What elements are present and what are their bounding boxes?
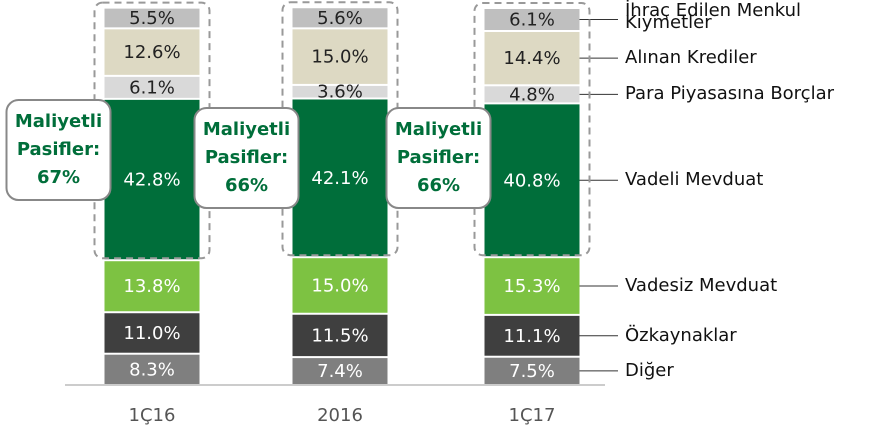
value-label: 6.1% — [509, 9, 555, 30]
value-label: 15.3% — [503, 276, 560, 297]
legend-label: Alınan Krediler — [625, 47, 757, 69]
bar-segment — [484, 315, 580, 356]
x-tick-label: 1Ç17 — [509, 405, 556, 426]
value-label: 14.4% — [503, 48, 560, 69]
callout-text: Pasifler: — [17, 139, 100, 160]
legend-label: Para Piyasasına Borçlar — [625, 83, 835, 105]
bar-segment — [292, 99, 388, 257]
legend-label: Özkaynaklar — [625, 324, 737, 346]
legend-label: Vadesiz Mevduat — [625, 275, 778, 297]
value-label: 3.6% — [317, 82, 363, 103]
callout-text: Maliyetli — [203, 119, 290, 140]
bar-segment — [292, 358, 388, 384]
bar-segment — [484, 86, 580, 103]
value-label: 42.8% — [123, 170, 180, 191]
legend-label: Diğer — [625, 359, 674, 381]
legend-label: Vadeli Mevduat — [625, 169, 764, 191]
callout-text: Pasifler: — [205, 147, 288, 168]
callout-text: Maliyetli — [395, 119, 482, 140]
value-label: 8.3% — [129, 359, 175, 380]
value-label: 40.8% — [503, 170, 560, 191]
bar-segment — [104, 261, 200, 312]
bar-segment — [104, 76, 200, 98]
callout-value: 67% — [37, 167, 80, 188]
callout-box — [5, 99, 112, 201]
value-label: 11.5% — [311, 325, 368, 346]
bar-segment — [484, 258, 580, 314]
callout-text: Maliyetli — [15, 111, 102, 132]
value-label: 7.4% — [317, 361, 363, 382]
x-tick-label: 2016 — [317, 405, 363, 426]
bar-segment — [484, 357, 580, 384]
value-label: 6.1% — [129, 77, 175, 98]
value-label: 11.0% — [123, 323, 180, 344]
value-label: 12.6% — [123, 42, 180, 63]
value-label: 5.6% — [317, 8, 363, 29]
bar-segment — [484, 31, 580, 85]
bar-segment — [104, 354, 200, 384]
bar-segment — [292, 8, 388, 28]
callout-value: 66% — [417, 175, 460, 196]
value-label: 15.0% — [311, 275, 368, 296]
value-label: 15.0% — [311, 47, 368, 68]
callout-text: Pasifler: — [397, 147, 480, 168]
bar-segment — [292, 29, 388, 84]
value-label: 11.1% — [503, 326, 560, 347]
bar-segment — [292, 314, 388, 357]
x-tick-label: 1Ç16 — [129, 405, 176, 426]
value-label: 13.8% — [123, 276, 180, 297]
callout-value: 66% — [225, 175, 268, 196]
value-label: 42.1% — [311, 168, 368, 189]
bar-segment — [484, 104, 580, 257]
value-label: 4.8% — [509, 84, 555, 105]
callout-box — [193, 107, 300, 209]
legend-label: İhraç Edilen Menkul Kıymetler — [625, 0, 802, 34]
bar-segment — [292, 85, 388, 98]
bar-segment — [104, 29, 200, 75]
bar-segment — [104, 99, 200, 260]
bar-segment — [104, 313, 200, 353]
bar-segment — [104, 8, 200, 28]
callout-box — [385, 107, 492, 209]
value-label: 7.5% — [509, 361, 555, 382]
value-label: 5.5% — [129, 8, 175, 29]
bar-segment — [484, 9, 580, 30]
bar-segment — [292, 258, 388, 313]
